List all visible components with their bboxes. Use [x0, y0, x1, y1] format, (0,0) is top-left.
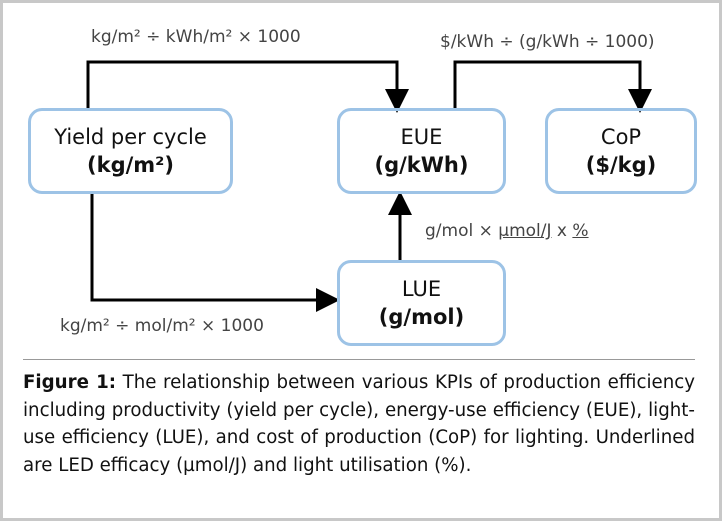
label-part: µmol/J — [498, 221, 552, 241]
edge-label: kg/m² ÷ kWh/m² × 1000 — [91, 27, 301, 47]
node-unit: (g/kWh) — [374, 153, 469, 177]
node-unit: ($/kg) — [585, 153, 657, 177]
arrow — [90, 192, 340, 312]
edge-label: g/mol × µmol/J x % — [425, 221, 589, 241]
node-label: Yield per cycle — [54, 124, 207, 149]
arrow — [453, 60, 652, 113]
connectors — [86, 60, 652, 312]
node: Yield per cycle (kg/m²) — [28, 108, 233, 194]
node-label: LUE — [401, 276, 442, 301]
node: EUE (g/kWh) — [337, 108, 506, 194]
label-part: g/mol × — [425, 221, 499, 241]
label-part: x — [551, 221, 573, 241]
caption: Figure 1: The relationship between vario… — [23, 369, 695, 479]
label-part: % — [572, 221, 589, 241]
edge-label: $/kWh ÷ (g/kWh ÷ 1000) — [440, 32, 655, 52]
node-unit: (g/mol) — [378, 305, 465, 329]
node: CoP ($/kg) — [545, 108, 697, 194]
caption-lead: Figure 1: — [23, 372, 117, 393]
node-label: CoP — [600, 124, 642, 149]
separator — [23, 359, 695, 360]
node-unit: (kg/m²) — [87, 153, 174, 177]
arrow — [86, 60, 409, 113]
node: LUE (g/mol) — [337, 260, 506, 346]
edge-label: kg/m² ÷ mol/m² × 1000 — [60, 316, 264, 336]
caption-text: The relationship between various KPIs of… — [23, 372, 695, 476]
node-label: EUE — [400, 124, 443, 149]
